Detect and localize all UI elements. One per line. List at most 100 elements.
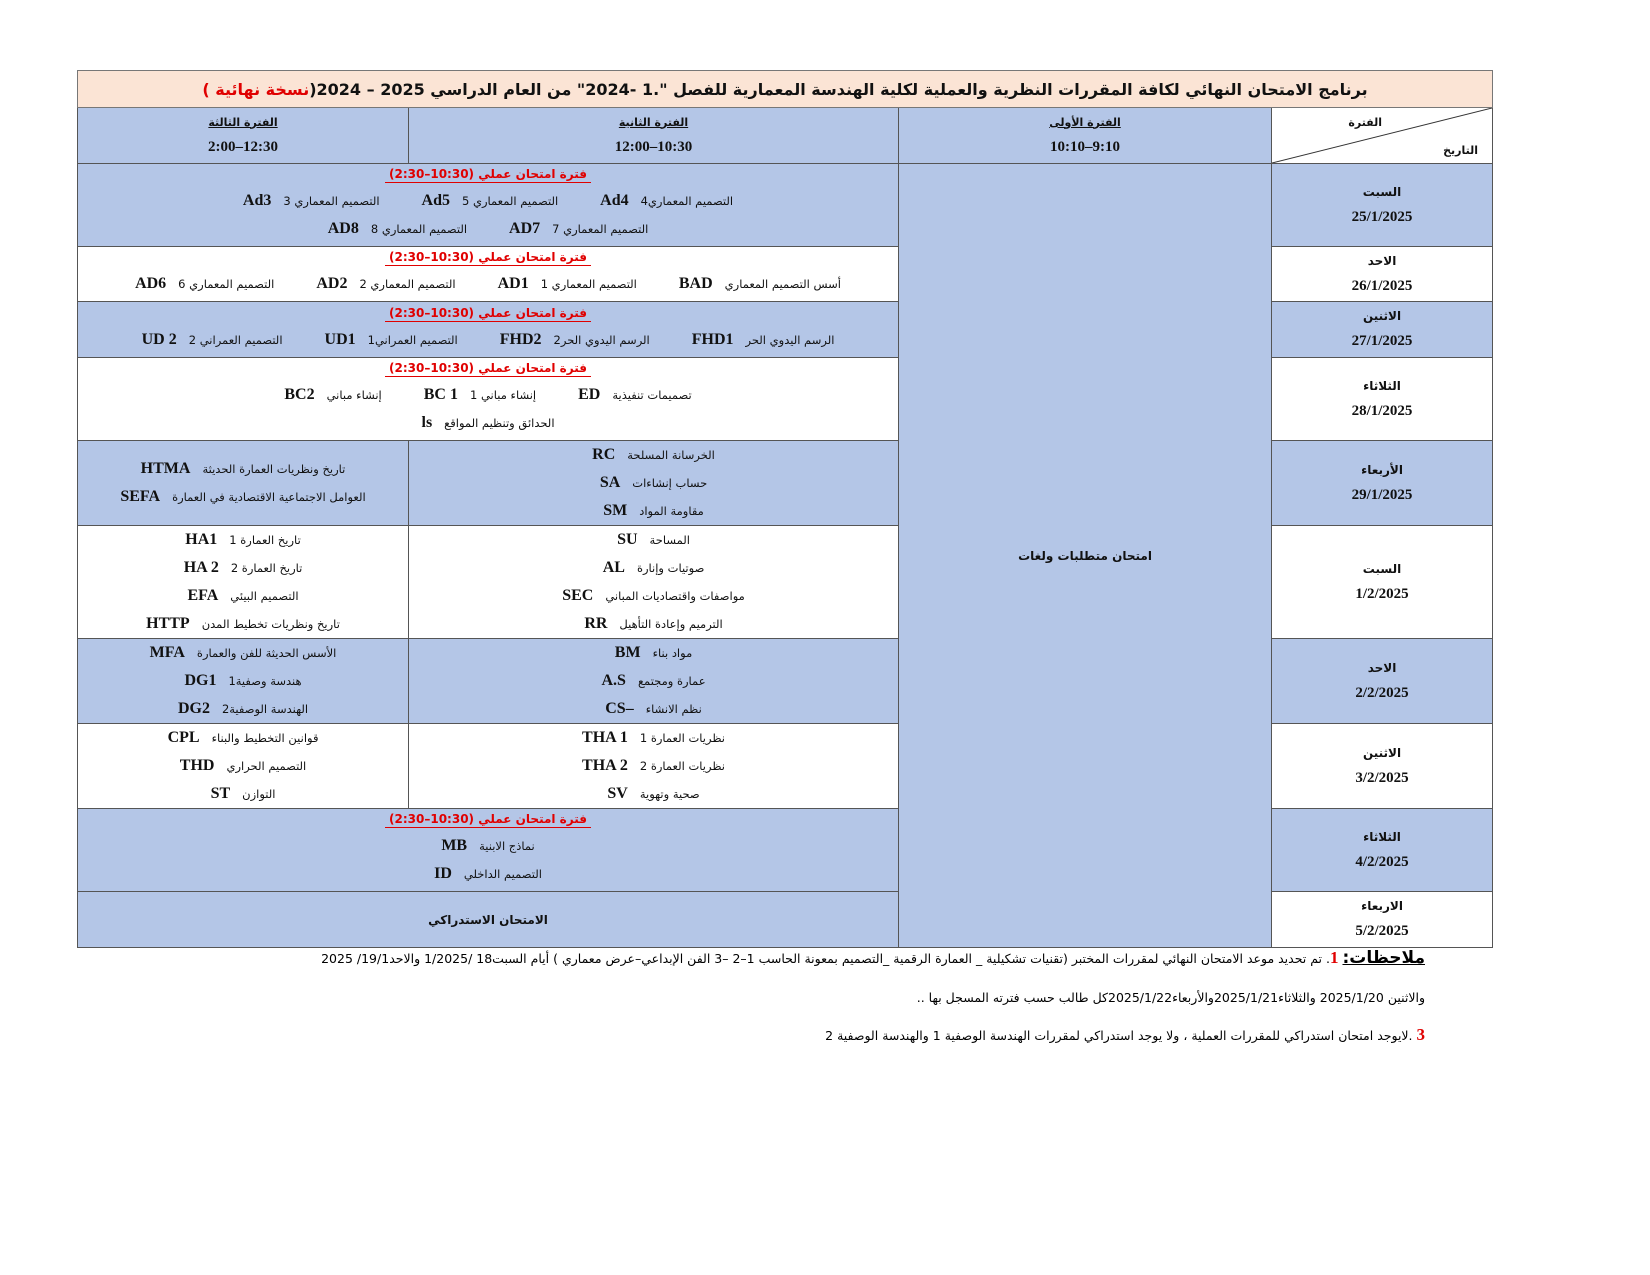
course-name: الحدائق وتنظيم المواقع [444, 416, 555, 430]
schedule-row: الاثنين 3/2/2025 نظريات العمارة 1 THA 1 نظري… [76, 723, 1494, 809]
course-item: تاريخ العمارة 2 HA 2 [184, 554, 303, 582]
course-code: MB [441, 837, 468, 854]
course-code: THA 1 [582, 729, 628, 746]
course-name: الترميم وإعادة التأهيل [619, 617, 723, 631]
course-item: تاريخ العمارة 1 HA1 [185, 526, 301, 554]
course-name: نظريات العمارة 1 [639, 731, 725, 745]
course-code: MFA [149, 644, 185, 661]
course-code: SU [617, 531, 638, 548]
practical-exam-label: فترة امتحان عملي (10:30–2:30) [385, 812, 591, 828]
course-name: التصميم المعماري 3 [283, 194, 380, 208]
course-item: التصميم المعماري 6 AD6 [135, 270, 274, 298]
course-code: UD1 [324, 330, 356, 348]
schedule-row: الاثنين 27/1/2025 فترة امتحان عملي (10:30–… [76, 301, 1494, 358]
course-code: EFA [187, 587, 219, 604]
course-item: التصميم المعماري 3 Ad3 [243, 187, 380, 215]
course-name: تاريخ ونظريات العمارة الحديثة [202, 462, 346, 476]
course-item: نماذج الابنية MB [441, 832, 534, 860]
course-name: التصميم العمراني 2 [188, 332, 283, 347]
course-name: التصميم البيئي [230, 589, 299, 603]
course-code: FHD2 [499, 330, 542, 348]
course-item: صوتيات وإنارة AL [603, 554, 705, 582]
course-code: DG2 [177, 700, 210, 717]
course-item: عمارة ومجتمع A.S [601, 667, 705, 695]
course-item: التصميم الداخلي ID [434, 860, 542, 888]
course-code: ID [434, 865, 452, 882]
practical-exam-label: فترة امتحان عملي (10:30–2:30) [385, 250, 591, 266]
course-name: الرسم اليدوي الحر [745, 332, 835, 347]
course-name: التصميم الداخلي [463, 867, 542, 881]
course-code: AL [602, 559, 625, 576]
note-1-continued: والاثنين 2025/1/20 والثلاثاء2025/1/21وال… [916, 990, 1425, 1005]
period-2-3-cell: فترة امتحان عملي (10:30–2:30) أسس التصميم… [76, 246, 900, 302]
course-item: التصميم البيئي EFA [187, 582, 298, 610]
course-code: Ad5 [421, 192, 450, 209]
course-code: HA 2 [183, 559, 219, 576]
course-name: المساحة [649, 533, 690, 547]
course-code: CS– [605, 700, 634, 717]
period-2-cell: مواد بناء BM عمارة ومجتمع A.S نظم الانشاء CS– [408, 638, 900, 724]
course-name: الخرسانة المسلحة [627, 448, 715, 462]
course-name: التصميم المعماري 1 [540, 277, 637, 291]
course-item: المساحة SU [617, 526, 690, 554]
schedule-row: الاحد 2/2/2025 مواد بناء BM عمارة ومجتمع A.S ن… [76, 638, 1494, 724]
course-code: SEFA [120, 488, 161, 505]
course-name: صحية وتهوية [639, 787, 700, 801]
course-code: BM [614, 644, 641, 661]
course-code: SA [599, 474, 621, 491]
notes-heading: ملاحظات: [1342, 948, 1425, 968]
course-item: نظم الانشاء CS– [605, 695, 702, 723]
course-item: قوانين التخطيط والبناء CPL [168, 724, 319, 752]
exam-schedule: برنامج الامتحان النهائي لكافة المقررات ا… [76, 70, 1494, 948]
schedule-table: برنامج الامتحان النهائي لكافة المقررات ا… [76, 70, 1494, 948]
course-code: DG1 [184, 672, 217, 689]
course-name: التصميم المعماري 2 [359, 277, 456, 291]
course-code: ST [210, 785, 231, 802]
period-2-3-cell: فترة امتحان عملي (10:30–2:30) التصميم الم… [76, 163, 900, 247]
course-item: الترميم وإعادة التأهيل RR [584, 610, 722, 638]
course-name: التصميم المعماري4 [640, 194, 734, 208]
period-2-3-cell: فترة امتحان عملي (10:30–2:30) تصميمات تنف… [76, 357, 900, 441]
course-name: تاريخ العمارة 1 [229, 533, 301, 547]
schedule-row: السبت 25/1/2025 امتحان متطلبات ولغات فترة ا… [76, 163, 1494, 948]
schedule-row: الاحد 26/1/2025 فترة امتحان عملي (10:30–2:… [76, 246, 1494, 302]
course-name: نظريات العمارة 2 [639, 759, 725, 773]
title-status: نسخة نهائية ) [202, 79, 310, 99]
course-item: التصميم المعماري 2 AD2 [316, 270, 455, 298]
course-code: SV [607, 785, 628, 802]
course-item: التصميم المعماري 8 AD8 [328, 215, 467, 243]
schedule-title: برنامج الامتحان النهائي لكافة المقررات ا… [76, 70, 1494, 108]
course-code: THA 2 [582, 757, 628, 774]
header-period-1: الفترة الأولى 9:10–10:10 [898, 107, 1273, 164]
course-code: AD6 [135, 275, 167, 292]
note-number: 3 [1416, 1025, 1426, 1044]
schedule-row: الأربعاء 29/1/2025 الخرسانة المسلحة RC حساب … [76, 440, 1494, 526]
course-code: HTMA [140, 460, 191, 477]
course-name: قوانين التخطيط والبناء [211, 731, 319, 745]
course-name: مواصفات واقتصاديات المباني [605, 589, 745, 603]
course-code: HA1 [185, 531, 218, 548]
header-period-2: الفترة الثانية 10:30–12:00 [408, 107, 900, 164]
period-2-3-cell: فترة امتحان عملي (10:30–2:30) نماذج الابن… [76, 808, 900, 892]
course-name: إنشاء مباني 1 [469, 388, 537, 402]
course-item: التصميم المعماري4 Ad4 [600, 187, 733, 215]
course-item: حساب إنشاءات SA [600, 469, 707, 497]
date-cell: السبت 1/2/2025 [1271, 525, 1494, 639]
course-name: التصميم المعماري 5 [461, 194, 559, 208]
course-code: ED [578, 386, 601, 403]
date-cell: الثلاثاء 4/2/2025 [1271, 808, 1494, 892]
course-name: الهندسة الوصفية2 [221, 702, 309, 716]
schedule-row: الاربعاء 5/2/2025 الامتحان الاستدراكي [76, 891, 1494, 948]
note-number: 1 [1330, 948, 1339, 967]
practical-exam-label: فترة امتحان عملي (10:30–2:30) [385, 306, 591, 322]
course-item: التصميم المعماري 1 AD1 [498, 270, 637, 298]
header-corner: الفترة التاريخ [1271, 107, 1494, 164]
course-item: تاريخ ونظريات تخطيط المدن HTTP [146, 610, 340, 638]
course-item: التصميم الحراري THD [180, 752, 306, 780]
course-item: الحدائق وتنظيم المواقع ls [422, 409, 555, 437]
course-item: التصميم المعماري 5 Ad5 [422, 187, 559, 215]
course-code: AD8 [327, 220, 359, 237]
course-name: أسس التصميم المعماري [724, 277, 841, 291]
course-item: تصميمات تنفيذية ED [578, 381, 692, 409]
course-item: مواصفات واقتصاديات المباني SEC [562, 582, 745, 610]
